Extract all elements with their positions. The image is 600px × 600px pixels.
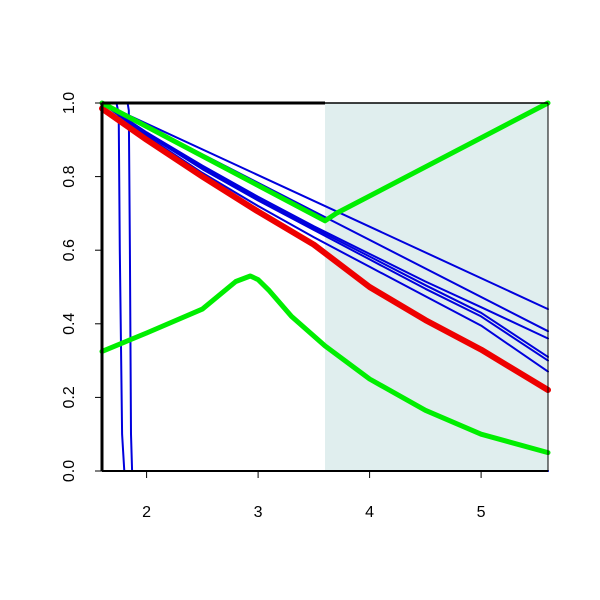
y-tick-label: 0.8 [61, 165, 78, 187]
series-line-11 [99, 273, 551, 456]
series-line-1 [101, 102, 549, 311]
y-tick-label: 0.4 [61, 313, 78, 335]
y-axis: 0.0 0.2 0.4 0.6 0.8 1.0 [61, 92, 102, 482]
x-tick-label: 5 [477, 504, 486, 521]
x-tick-label: 4 [365, 504, 374, 521]
series-line-6 [101, 102, 549, 373]
y-tick-label: 0.0 [61, 460, 78, 482]
series-line-5 [101, 102, 549, 362]
x-tick-label: 2 [142, 504, 151, 521]
y-tick-label: 0.6 [61, 239, 78, 261]
series-line-9 [99, 105, 551, 393]
series-line-10 [99, 100, 551, 224]
x-axis: 2 3 4 5 [142, 471, 486, 521]
series-line-4 [101, 102, 549, 358]
y-tick-label: 0.2 [61, 386, 78, 408]
x-tick-label: 3 [254, 504, 263, 521]
y-tick-label: 1.0 [61, 92, 78, 114]
plot-frame [100, 101, 549, 472]
